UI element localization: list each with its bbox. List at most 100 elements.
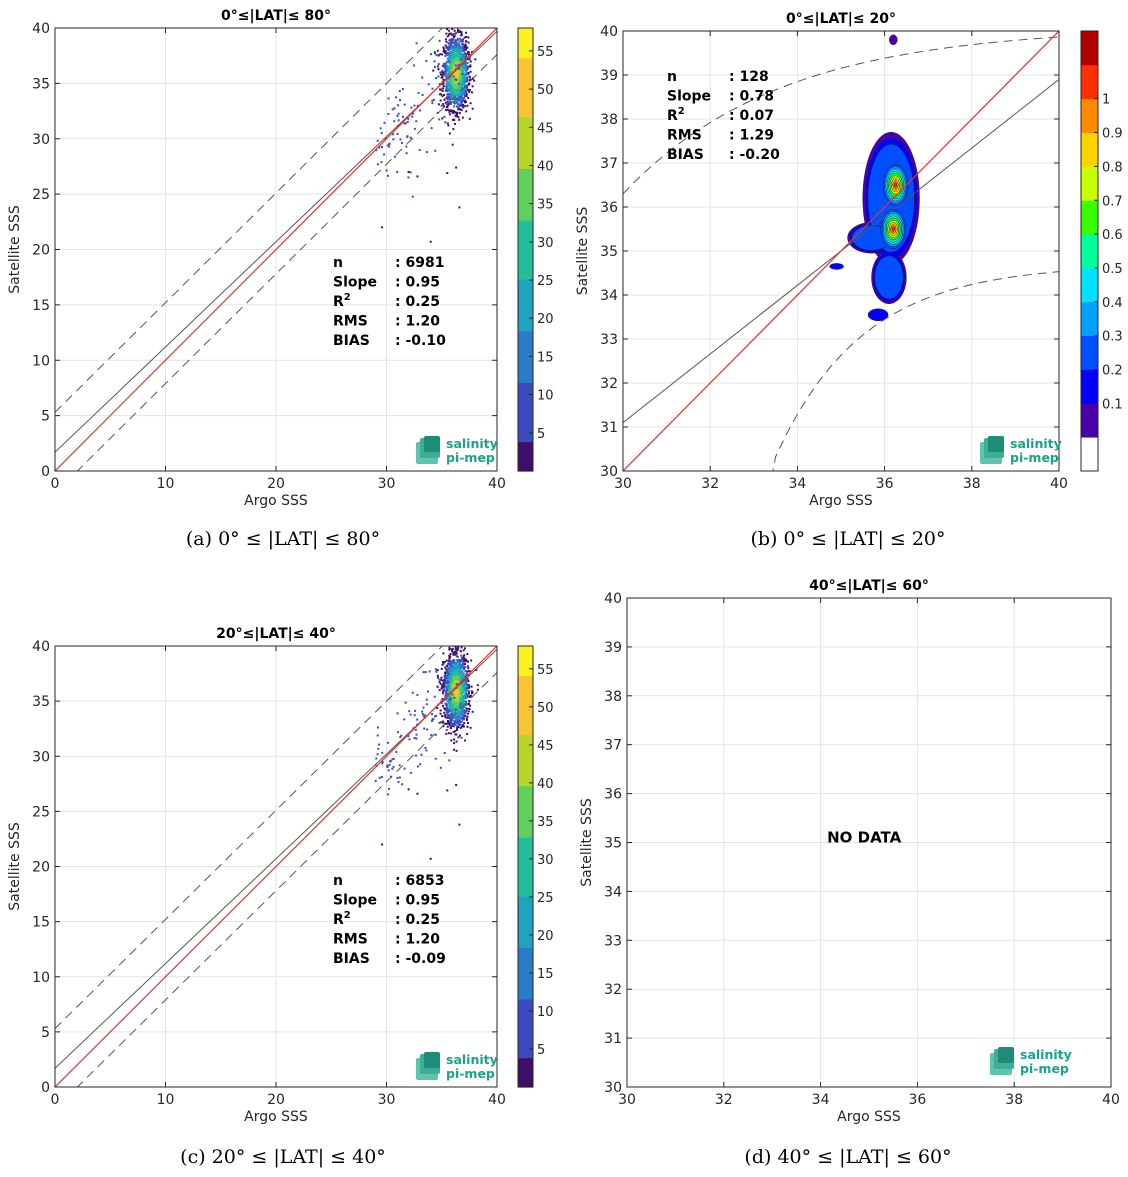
scatter-point <box>456 60 459 63</box>
scatter-point <box>459 93 462 96</box>
scatter-point <box>460 725 463 728</box>
scatter-point <box>462 706 465 709</box>
colorbar-segment <box>518 315 533 324</box>
colorbar-tick-label: 0.1 <box>1102 397 1123 412</box>
scatter-point <box>459 723 462 726</box>
scatter-point <box>453 683 456 686</box>
scatter-point <box>449 700 452 703</box>
colorbar-segment <box>518 1020 533 1029</box>
scatter-point <box>451 724 454 727</box>
scatter-point <box>453 122 456 125</box>
scatter-point <box>451 21 453 23</box>
logo-text-salinity: salinity <box>1020 1047 1072 1062</box>
scatter-point <box>459 665 462 668</box>
scatter-point <box>460 685 463 688</box>
scatter-point <box>449 69 452 72</box>
scatter-point <box>453 738 456 741</box>
scatter-point <box>475 668 478 671</box>
scatter-point <box>457 703 460 706</box>
colorbar-segment <box>518 998 533 1007</box>
scatter-point <box>469 78 472 81</box>
colorbar-segment <box>518 249 533 258</box>
scatter-point <box>458 60 461 63</box>
scatter-point <box>448 132 451 135</box>
scatter-point <box>452 706 455 709</box>
scatter-point <box>470 659 473 662</box>
colorbar-segment <box>518 660 533 669</box>
scatter-point <box>426 690 429 693</box>
scatter-point <box>388 143 391 146</box>
scatter-point <box>465 80 468 83</box>
scatter-point <box>449 666 452 669</box>
scatter-point <box>456 80 459 83</box>
colorbar-segment <box>518 815 533 823</box>
scatter-point <box>455 668 458 671</box>
scatter-point <box>462 57 465 60</box>
scatter-point <box>455 655 458 658</box>
scatter-point <box>461 690 464 693</box>
scatter-point <box>454 32 457 35</box>
scatter-point <box>442 71 445 74</box>
scatter-point <box>399 736 402 739</box>
x-tick-label: 10 <box>157 476 175 492</box>
scatter-point <box>421 710 424 713</box>
colorbar-segment <box>1081 335 1098 370</box>
scatter-point <box>445 40 448 43</box>
scatter-point <box>443 676 446 679</box>
scatter-point <box>447 662 450 665</box>
scatter-point <box>462 68 465 71</box>
scatter-point <box>455 112 458 115</box>
scatter-point <box>465 86 468 89</box>
colorbar-segment <box>518 822 533 831</box>
scatter-point <box>413 127 416 130</box>
scatter-point <box>448 32 451 35</box>
scatter-point <box>456 94 459 97</box>
scatter-point <box>451 118 454 121</box>
y-axis-label: Satellite SSS <box>7 205 23 294</box>
scatter-point <box>458 108 461 111</box>
scatter-point <box>465 672 468 675</box>
scatter-point <box>436 669 439 672</box>
scatter-point <box>434 715 437 718</box>
scatter-point <box>444 694 447 697</box>
scatter-point <box>458 45 461 48</box>
y-tick-label: 35 <box>32 76 50 92</box>
scatter-point <box>454 94 457 97</box>
scatter-point <box>445 659 448 662</box>
colorbar-segment <box>518 859 533 868</box>
colorbar-segment <box>518 426 533 435</box>
scatter-point <box>459 69 462 72</box>
y-tick-label: 34 <box>600 288 618 304</box>
scatter-point <box>456 42 459 45</box>
scatter-point <box>416 765 419 768</box>
scatter-point <box>465 110 468 113</box>
scatter-point <box>381 762 384 765</box>
scatter-point <box>445 85 448 88</box>
scatter-point <box>454 650 457 653</box>
scatter-point <box>443 661 446 664</box>
colorbar-segment <box>518 807 533 816</box>
scatter-point <box>446 52 449 55</box>
scatter-point <box>458 659 461 662</box>
panel-caption: (d) 40° ≤ |LAT| ≤ 60° <box>744 1146 952 1168</box>
scatter-point <box>457 666 460 669</box>
scatter-point <box>467 36 470 39</box>
y-tick-label: 40 <box>32 21 50 37</box>
scatter-point <box>453 696 456 699</box>
scatter-point <box>417 91 420 94</box>
scatter-point <box>466 707 469 710</box>
no-data-message: NO DATA <box>827 829 901 847</box>
scatter-point <box>449 662 452 665</box>
scatter-point <box>449 727 452 730</box>
scatter-point <box>462 716 465 719</box>
colorbar-segment <box>518 448 533 457</box>
scatter-point <box>446 688 449 691</box>
scatter-point <box>455 728 458 731</box>
colorbar-tick-label: 0.4 <box>1102 296 1123 311</box>
colorbar-segment <box>518 242 533 251</box>
scatter-point <box>407 117 410 120</box>
colorbar-tick-label: 0.2 <box>1102 363 1123 378</box>
scatter-point <box>467 50 470 53</box>
scatter-point <box>468 89 471 92</box>
scatter-point <box>459 667 462 670</box>
